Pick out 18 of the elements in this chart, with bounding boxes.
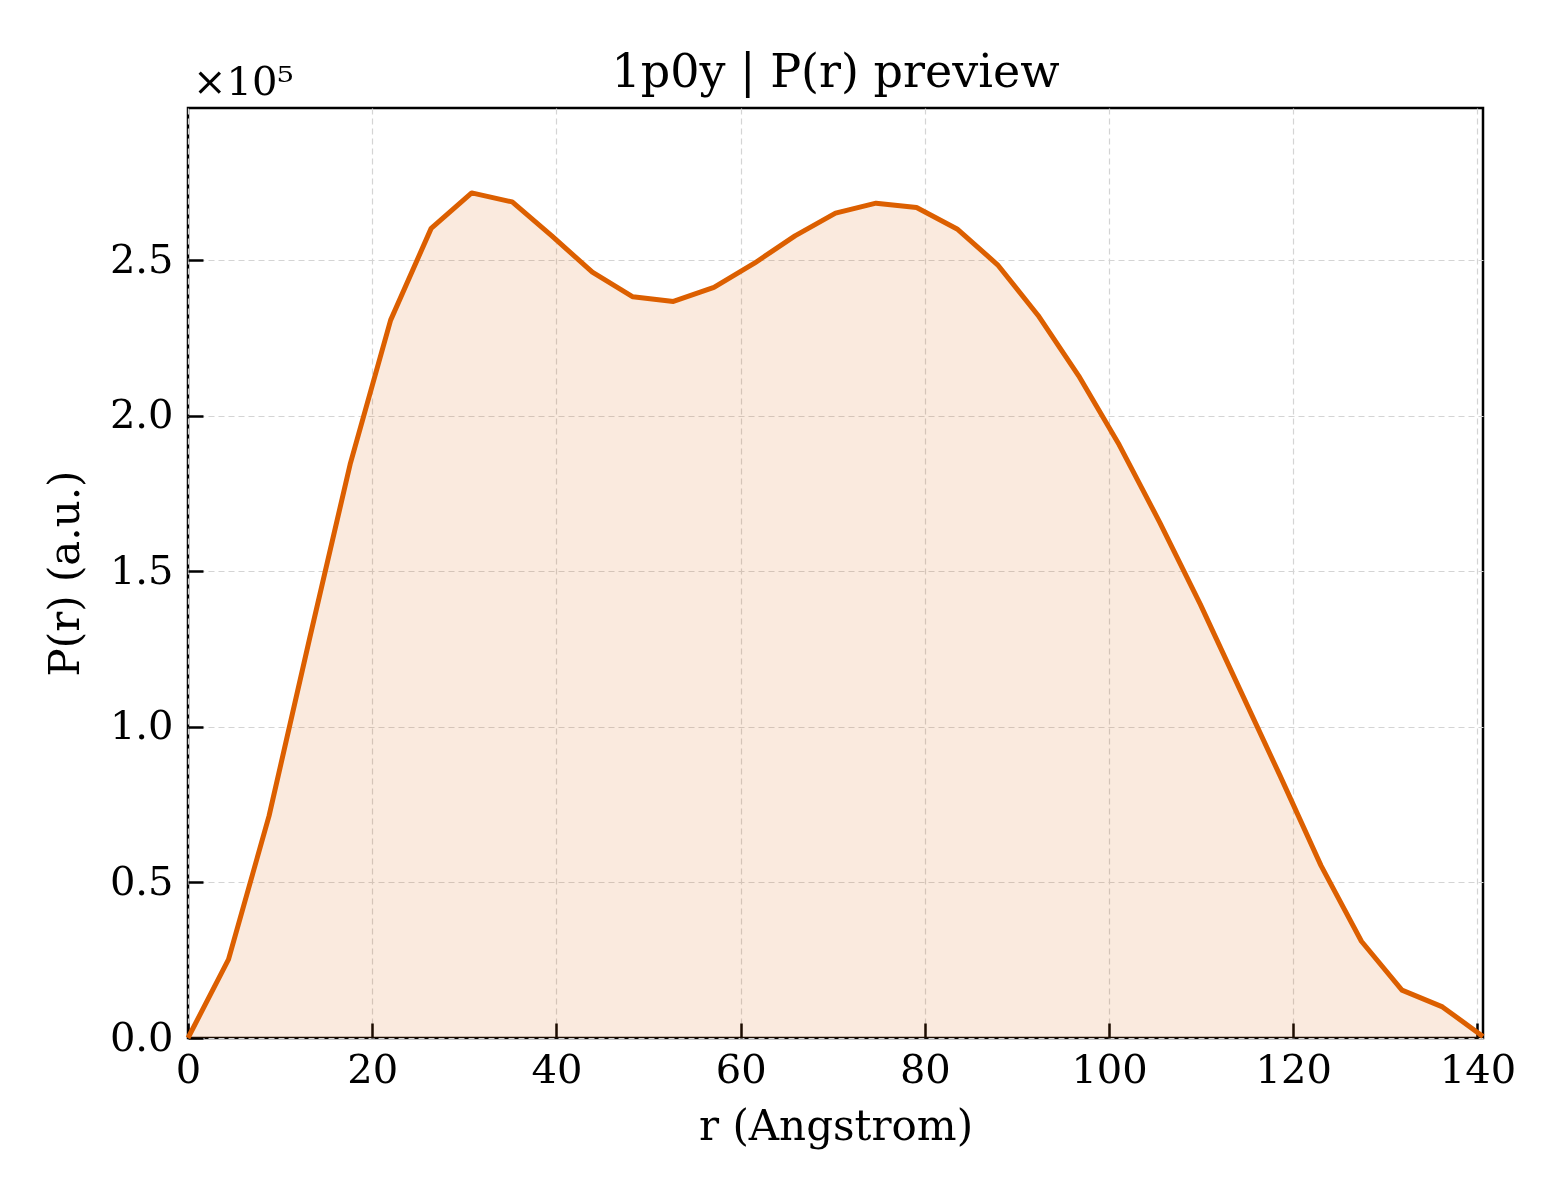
x-tick-label: 100 bbox=[1071, 1045, 1148, 1092]
y-tick-label: 2.5 bbox=[109, 235, 174, 282]
x-tick-label: 140 bbox=[1439, 1045, 1517, 1092]
text: ×10⁵ bbox=[193, 58, 294, 104]
y-tick-label: 1.0 bbox=[109, 702, 174, 749]
x-tick-label: 40 bbox=[531, 1045, 583, 1092]
y-tick-label: 0.5 bbox=[109, 857, 174, 904]
y-tick-label: 0.0 bbox=[109, 1013, 174, 1060]
y-tick-label: 2.0 bbox=[109, 391, 174, 438]
x-tick-label: 120 bbox=[1255, 1045, 1332, 1092]
y-tick-label: 1.5 bbox=[109, 546, 174, 593]
x-axis-title: r (Angstrom) bbox=[698, 1100, 974, 1150]
y-axis-title: P(r) (a.u.) bbox=[39, 470, 89, 677]
x-tick-label: 0 bbox=[175, 1045, 202, 1092]
x-tick-label: 20 bbox=[347, 1045, 399, 1092]
x-tick-label: 80 bbox=[899, 1045, 951, 1092]
x-tick-label: 60 bbox=[715, 1045, 767, 1092]
chart-title: 1p0y | P(r) preview bbox=[611, 44, 1060, 98]
